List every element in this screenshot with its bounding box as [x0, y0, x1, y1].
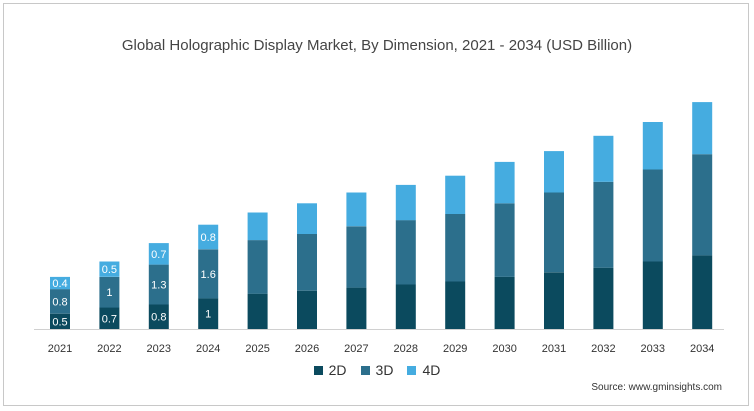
x-tick-label-2034: 2034 [690, 343, 714, 355]
bar-3D-2022 [99, 276, 120, 308]
bar-2D-2022 [99, 307, 120, 329]
bar-4D-2022 [99, 261, 120, 277]
data-label-2D-2021: 0.5 [52, 316, 67, 328]
x-tick-label-2031: 2031 [542, 343, 566, 355]
bar-4D-2023 [148, 243, 169, 265]
chart-legend: 2D 3D 4D [4, 362, 750, 378]
bar-2D-2023 [148, 304, 169, 329]
x-tick-label-2029: 2029 [443, 343, 467, 355]
data-label-4D-2023: 0.7 [151, 249, 166, 261]
bar-2D-2032 [593, 267, 614, 329]
legend-swatch-2D [313, 365, 323, 375]
data-label-2D-2023: 0.8 [151, 312, 166, 324]
bar-3D-2032 [593, 181, 614, 268]
data-label-4D-2024: 0.8 [201, 232, 216, 244]
legend-item-2D: 2D [313, 362, 347, 378]
bar-2D-2024 [198, 298, 219, 329]
legend-item-4D: 4D [407, 362, 440, 378]
bar-3D-2025 [247, 240, 268, 294]
data-label-3D-2021: 0.8 [52, 296, 67, 308]
bar-3D-2026 [297, 233, 317, 291]
data-label-4D-2022: 0.5 [102, 264, 117, 276]
bar-2D-2029 [445, 281, 466, 329]
data-label-4D-2021: 0.4 [52, 278, 67, 290]
bar-4D-2026 [297, 203, 317, 234]
legend-swatch-4D [407, 365, 417, 375]
bar-2D-2027 [346, 287, 367, 329]
bar-3D-2021 [50, 289, 70, 314]
legend-label-2D: 2D [328, 362, 347, 378]
bar-2D-2028 [395, 284, 416, 329]
legend-label-3D: 3D [375, 362, 394, 378]
bar-2D-2030 [494, 276, 515, 329]
x-tick-label-2025: 2025 [245, 343, 269, 355]
x-tick-label-2027: 2027 [344, 343, 368, 355]
legend-item-3D: 3D [360, 362, 394, 378]
legend-label-4D: 4D [422, 362, 441, 378]
bar-4D-2029 [445, 175, 466, 214]
x-tick-label-2030: 2030 [492, 343, 516, 355]
data-label-3D-2023: 1.3 [151, 280, 166, 292]
source-note: Source: www.gminsights.com [591, 382, 722, 393]
bar-3D-2033 [642, 169, 663, 262]
bar-3D-2029 [445, 214, 466, 282]
bar-2D-2021 [50, 313, 70, 329]
bar-4D-2033 [642, 122, 663, 170]
bar-2D-2026 [297, 290, 317, 329]
x-tick-label-2033: 2033 [641, 343, 665, 355]
data-label-2D-2022: 0.7 [102, 313, 117, 325]
data-label-3D-2022: 1 [106, 287, 112, 299]
bar-3D-2023 [148, 264, 169, 305]
bar-3D-2028 [395, 220, 416, 285]
bar-2D-2033 [642, 261, 663, 329]
chart-title: Global Holographic Display Market, By Di… [121, 37, 633, 54]
x-tick-label-2022: 2022 [97, 343, 121, 355]
bar-2D-2031 [544, 272, 564, 329]
x-tick-label-2026: 2026 [295, 343, 319, 355]
x-tick-label-2032: 2032 [591, 343, 615, 355]
data-label-3D-2024: 1.6 [201, 269, 216, 281]
bar-4D-2032 [593, 135, 614, 182]
chart-plot: 0.5 0.8 0.4 2021 0.7 1 0.5 2022 0.8 1.3 0.7 2023 1 1.… [34, 102, 724, 355]
bar-4D-2030 [494, 161, 515, 204]
chart-frame: Global Holographic Display Market, By Di… [3, 3, 749, 406]
x-tick-label-2028: 2028 [394, 343, 418, 355]
bar-3D-2024 [198, 249, 219, 299]
data-label-2D-2024: 1 [205, 309, 211, 321]
bar-3D-2027 [346, 226, 367, 288]
bar-4D-2028 [395, 184, 416, 221]
bar-4D-2027 [346, 192, 367, 227]
bar-2D-2025 [247, 293, 268, 329]
bar-4D-2025 [247, 212, 268, 241]
legend-swatch-3D [360, 365, 370, 375]
x-tick-label-2021: 2021 [48, 343, 72, 355]
bar-4D-2031 [544, 151, 564, 193]
bar-3D-2031 [544, 192, 564, 273]
bar-2D-2034 [692, 255, 713, 329]
bar-4D-2021 [50, 276, 70, 290]
bar-4D-2034 [692, 102, 713, 155]
x-tick-label-2023: 2023 [147, 343, 171, 355]
bar-4D-2024 [198, 224, 219, 250]
bar-3D-2034 [692, 154, 713, 256]
bar-3D-2030 [494, 203, 515, 277]
x-tick-label-2024: 2024 [196, 343, 220, 355]
